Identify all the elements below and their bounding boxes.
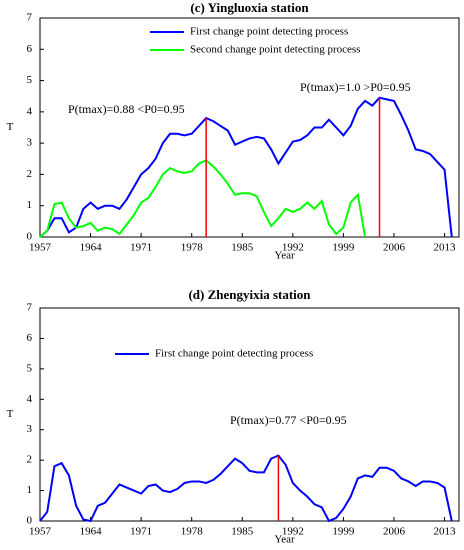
plot-frame — [39, 307, 460, 522]
x-tick-label: 2006 — [383, 526, 406, 538]
x-tick-label: 2013 — [434, 526, 457, 538]
annotation: P(tmax)=0.77 <P0=0.95 — [230, 413, 347, 427]
x-tick-label: 1992 — [282, 242, 304, 254]
chart-title: (c) Yingluoxia station — [190, 0, 309, 15]
x-tick-label: 1957 — [29, 526, 52, 538]
legend-label: Second change point detecting process — [190, 44, 360, 56]
x-tick-label: 1964 — [80, 242, 103, 254]
y-axis-label: T — [7, 408, 14, 420]
chart-title: (d) Zhengyixia station — [188, 287, 311, 302]
series-line — [39, 454, 453, 523]
y-tick-label: 2 — [27, 168, 33, 180]
x-tick-label: 1971 — [130, 242, 152, 254]
y-tick-label: 1 — [27, 484, 33, 496]
y-tick-label: 3 — [27, 137, 33, 149]
y-tick-label: 7 — [27, 302, 33, 314]
series-line — [39, 159, 367, 238]
y-tick-label: 4 — [27, 393, 33, 405]
annotation: P(tmax)=0.88 <P0=0.95 — [68, 102, 185, 116]
y-tick-label: 3 — [27, 423, 33, 435]
series-line — [39, 96, 453, 238]
x-tick-label: 1999 — [332, 242, 355, 254]
y-tick-label: 7 — [27, 12, 33, 24]
y-tick-label: 1 — [27, 199, 33, 211]
y-tick-label: 6 — [27, 332, 33, 344]
y-tick-label: 5 — [27, 362, 33, 374]
y-tick-label: 4 — [27, 105, 33, 117]
y-tick-label: 0 — [27, 515, 33, 527]
x-axis-label: Year — [274, 250, 295, 262]
x-tick-label: 2013 — [434, 242, 457, 254]
legend-label: First change point detecting process — [155, 348, 313, 360]
x-tick-label: 1978 — [181, 526, 204, 538]
x-tick-label: 1957 — [29, 242, 52, 254]
y-tick-label: 5 — [27, 74, 33, 86]
x-tick-label: 1964 — [80, 526, 103, 538]
legend-label: First change point detecting process — [190, 26, 348, 38]
y-tick-label: 2 — [27, 454, 33, 466]
x-tick-label: 1985 — [231, 242, 254, 254]
x-tick-label: 2006 — [383, 242, 406, 254]
y-tick-label: 6 — [27, 43, 33, 55]
x-tick-label: 1985 — [231, 526, 254, 538]
x-tick-label: 1999 — [332, 526, 355, 538]
plot-frame — [39, 17, 460, 238]
x-tick-label: 1992 — [282, 526, 304, 538]
x-axis-label: Year — [274, 534, 295, 546]
x-tick-label: 1971 — [130, 526, 152, 538]
y-axis-label: T — [7, 121, 14, 133]
annotation: P(tmax)=1.0 >P0=0.95 — [300, 80, 411, 94]
y-tick-label: 0 — [27, 231, 33, 243]
x-tick-label: 1978 — [181, 242, 204, 254]
